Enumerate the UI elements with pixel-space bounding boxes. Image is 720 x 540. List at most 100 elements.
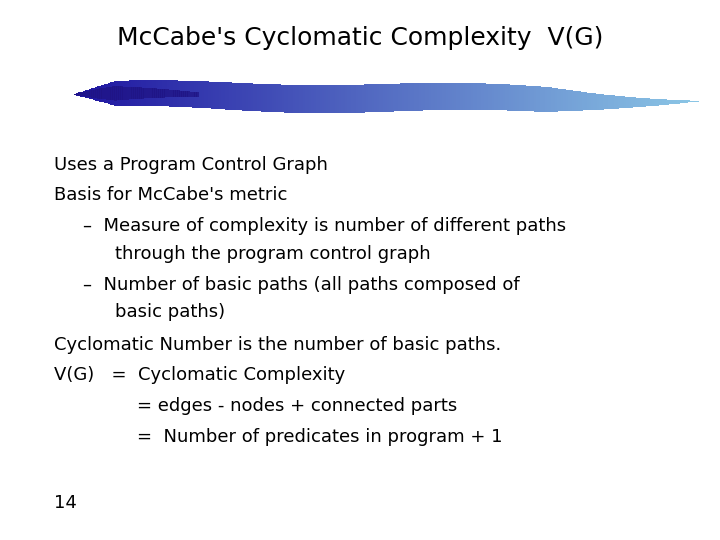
Bar — [345, 85, 348, 113]
Bar — [620, 96, 623, 109]
Bar — [318, 85, 320, 113]
Bar — [324, 85, 327, 113]
Bar — [179, 80, 182, 107]
Bar — [532, 86, 535, 111]
Bar — [133, 87, 135, 99]
Bar — [81, 92, 84, 96]
Bar — [202, 82, 205, 108]
Bar — [612, 96, 615, 109]
Bar — [305, 85, 308, 113]
Bar — [246, 83, 249, 111]
Bar — [448, 83, 451, 110]
Bar — [500, 84, 503, 110]
Bar — [139, 87, 142, 99]
Bar — [559, 89, 562, 111]
Bar — [76, 93, 79, 96]
Bar — [546, 87, 549, 112]
Bar — [588, 93, 591, 110]
Bar — [645, 98, 648, 106]
Bar — [108, 87, 111, 100]
Bar — [125, 86, 127, 100]
Bar — [284, 85, 287, 112]
Bar — [647, 98, 650, 106]
Bar — [89, 91, 91, 98]
Bar — [303, 85, 306, 113]
Bar — [194, 92, 197, 97]
Bar — [482, 83, 485, 110]
Bar — [127, 80, 130, 106]
Bar — [261, 84, 264, 112]
Bar — [330, 85, 333, 113]
Bar — [81, 92, 84, 97]
Bar — [263, 84, 266, 112]
Bar — [590, 93, 593, 110]
Bar — [328, 85, 331, 113]
Text: Cyclomatic Number is the number of basic paths.: Cyclomatic Number is the number of basic… — [54, 335, 501, 354]
Bar — [173, 80, 176, 107]
Bar — [397, 84, 400, 111]
Bar — [288, 85, 291, 113]
Bar — [534, 86, 537, 112]
Bar — [391, 84, 394, 112]
Bar — [338, 85, 341, 113]
Bar — [480, 83, 482, 110]
Bar — [200, 81, 203, 108]
Bar — [294, 85, 297, 113]
Bar — [484, 84, 487, 110]
Bar — [301, 85, 304, 113]
Bar — [410, 83, 413, 111]
Bar — [542, 86, 545, 112]
Bar — [287, 85, 289, 113]
Text: = edges - nodes + connected parts: = edges - nodes + connected parts — [137, 397, 457, 415]
Bar — [400, 84, 402, 111]
Bar — [387, 84, 390, 112]
Bar — [464, 83, 467, 110]
Bar — [181, 91, 184, 97]
Bar — [137, 80, 140, 106]
Bar — [297, 85, 300, 113]
Bar — [109, 82, 112, 105]
Bar — [343, 85, 346, 113]
Bar — [290, 85, 293, 113]
Bar — [83, 92, 85, 97]
Bar — [526, 85, 528, 111]
Bar — [166, 80, 169, 106]
Bar — [129, 87, 132, 99]
Bar — [356, 85, 359, 113]
Bar — [616, 96, 618, 109]
Bar — [145, 80, 148, 106]
Bar — [693, 100, 696, 102]
Bar — [207, 82, 210, 109]
Bar — [78, 92, 81, 96]
Bar — [192, 81, 194, 107]
Bar — [364, 84, 366, 112]
Text: McCabe's Cyclomatic Complexity  V(G): McCabe's Cyclomatic Complexity V(G) — [117, 26, 603, 50]
Bar — [118, 81, 121, 106]
Bar — [125, 80, 127, 106]
Bar — [381, 84, 384, 112]
Bar — [74, 94, 77, 95]
Bar — [654, 99, 657, 106]
Bar — [441, 83, 444, 110]
Bar — [658, 99, 661, 105]
Bar — [379, 84, 382, 112]
Bar — [672, 100, 675, 104]
Bar — [150, 88, 153, 98]
Bar — [259, 84, 262, 111]
Bar — [177, 80, 180, 107]
Bar — [562, 89, 564, 111]
Bar — [631, 97, 634, 107]
Bar — [393, 84, 396, 111]
Bar — [370, 84, 373, 112]
Bar — [565, 90, 568, 111]
Bar — [112, 82, 114, 105]
Bar — [438, 83, 440, 110]
Bar — [198, 81, 201, 108]
Bar — [179, 91, 182, 97]
Bar — [156, 89, 159, 98]
Bar — [97, 86, 100, 101]
Bar — [194, 81, 197, 107]
Bar — [143, 87, 146, 98]
Bar — [112, 86, 114, 100]
Bar — [91, 90, 94, 98]
